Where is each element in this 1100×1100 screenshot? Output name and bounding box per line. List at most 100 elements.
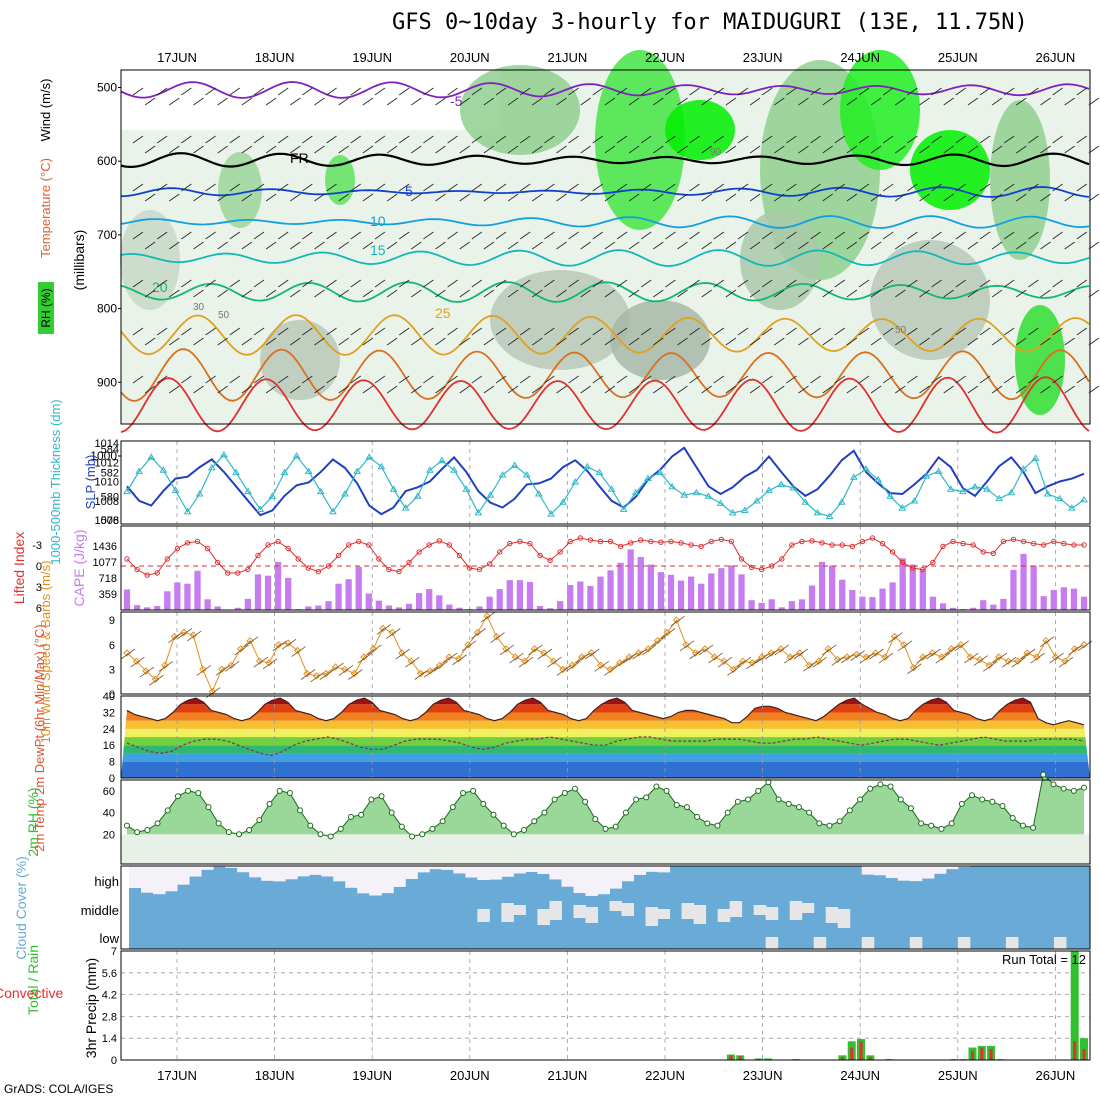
wind-barb bbox=[411, 97, 422, 106]
y-tick-label: middle bbox=[81, 903, 119, 918]
wind-barb bbox=[290, 289, 301, 298]
wind-barb bbox=[907, 279, 918, 288]
cape-bar bbox=[244, 598, 252, 610]
rh-point bbox=[225, 829, 232, 836]
wind-speed-point bbox=[720, 657, 728, 665]
lifted-index-point bbox=[779, 556, 785, 562]
cloud-cell bbox=[693, 905, 707, 924]
wind-barb bbox=[616, 135, 628, 144]
cape-bar bbox=[546, 608, 554, 610]
thickness-point bbox=[256, 505, 265, 512]
thickness-point bbox=[571, 478, 580, 485]
wind-barb bbox=[1040, 289, 1051, 298]
wind-barb bbox=[991, 193, 1003, 202]
rh-point bbox=[195, 790, 202, 797]
wind-barb bbox=[786, 279, 797, 288]
wind-barb bbox=[878, 652, 894, 664]
x-tick-label: 20JUN bbox=[450, 50, 490, 65]
wind-barb bbox=[507, 385, 519, 394]
wind-barb bbox=[749, 145, 761, 154]
wind-barb bbox=[665, 279, 676, 288]
rh-point bbox=[826, 822, 833, 829]
wind-speed-point bbox=[1032, 653, 1041, 661]
wind-barb bbox=[156, 375, 168, 384]
y-tick-label: 359 bbox=[99, 589, 117, 601]
thickness-point bbox=[316, 487, 325, 495]
wind-barb bbox=[398, 183, 410, 192]
wind-speed-point bbox=[833, 655, 842, 664]
lifted-index-point bbox=[849, 543, 856, 550]
cape-bar bbox=[919, 569, 926, 610]
wind-barb bbox=[737, 231, 749, 240]
wind-barb bbox=[277, 183, 289, 192]
cape-bar bbox=[254, 574, 262, 610]
rh-point bbox=[918, 820, 925, 827]
y-tick-label: 1.4 bbox=[102, 1033, 117, 1045]
y-axis-label: 3hr Precip (mm) bbox=[83, 958, 99, 1058]
wind-barb bbox=[689, 231, 700, 240]
wind-barb bbox=[568, 231, 579, 240]
wind-barb bbox=[761, 87, 773, 96]
wind-barb bbox=[580, 289, 591, 298]
cape-bar bbox=[516, 580, 524, 610]
rh-point bbox=[551, 796, 558, 803]
wind-barb bbox=[1052, 231, 1063, 240]
lifted-index-point bbox=[497, 549, 503, 555]
cloud-cell bbox=[825, 907, 839, 923]
lifted-index-point bbox=[355, 538, 362, 545]
wind-speed-point bbox=[805, 661, 813, 670]
lifted-index-point bbox=[930, 559, 936, 566]
wind-speed-point bbox=[1004, 657, 1012, 665]
wind-barb bbox=[850, 650, 865, 661]
thickness-point bbox=[971, 482, 979, 490]
wind-barb bbox=[604, 289, 616, 298]
wind-barb bbox=[374, 183, 386, 192]
thickness-point bbox=[922, 472, 931, 479]
wind-barb bbox=[532, 97, 543, 106]
y-axis-label: CAPE (J/kg) bbox=[71, 529, 87, 606]
cape-bar bbox=[486, 596, 493, 610]
lifted-index-point bbox=[758, 566, 765, 573]
thickness-point bbox=[377, 462, 386, 470]
wind-barb bbox=[471, 135, 483, 144]
wind-barb bbox=[459, 337, 470, 346]
wind-barb bbox=[130, 656, 145, 668]
thickness-point bbox=[280, 468, 289, 476]
thickness-point bbox=[159, 466, 168, 473]
wind-barb bbox=[580, 145, 591, 154]
wind-speed-point bbox=[511, 653, 520, 661]
cloud-cell bbox=[873, 866, 887, 876]
thickness-point bbox=[292, 452, 301, 459]
run-total: Run Total = 12 bbox=[1002, 952, 1086, 967]
lifted-index-point bbox=[829, 542, 835, 548]
thickness-point bbox=[401, 504, 410, 511]
cloud-cell bbox=[681, 903, 695, 919]
thickness-point bbox=[147, 453, 156, 460]
cape-bar bbox=[687, 576, 695, 610]
rh-band bbox=[121, 834, 1090, 864]
wind-barb bbox=[435, 193, 446, 202]
lifted-index-point bbox=[335, 552, 342, 559]
lifted-index-point bbox=[1010, 536, 1017, 543]
wind-speed-point bbox=[616, 659, 624, 667]
lifted-index-point bbox=[1041, 542, 1047, 548]
wind-barb bbox=[471, 628, 486, 639]
wind-barb bbox=[169, 385, 180, 394]
wind-barb bbox=[253, 87, 265, 96]
wind-barb bbox=[423, 375, 434, 384]
cape-bar bbox=[234, 607, 241, 610]
rh-point bbox=[928, 822, 935, 829]
wind-speed-point bbox=[331, 663, 340, 671]
wind-barb bbox=[1052, 87, 1063, 96]
y-tick-label: 40 bbox=[103, 691, 115, 703]
wind-barb bbox=[592, 135, 604, 144]
lifted-index-point bbox=[738, 556, 745, 562]
cloud-cell bbox=[1005, 937, 1019, 949]
wind-barb bbox=[1088, 289, 1100, 298]
cloud-cell bbox=[249, 866, 262, 878]
cape-bar bbox=[506, 580, 513, 610]
cape-bar bbox=[899, 558, 906, 610]
wind-speed-point bbox=[445, 653, 453, 661]
wind-barb bbox=[253, 327, 265, 336]
wind-barb bbox=[1028, 231, 1039, 240]
